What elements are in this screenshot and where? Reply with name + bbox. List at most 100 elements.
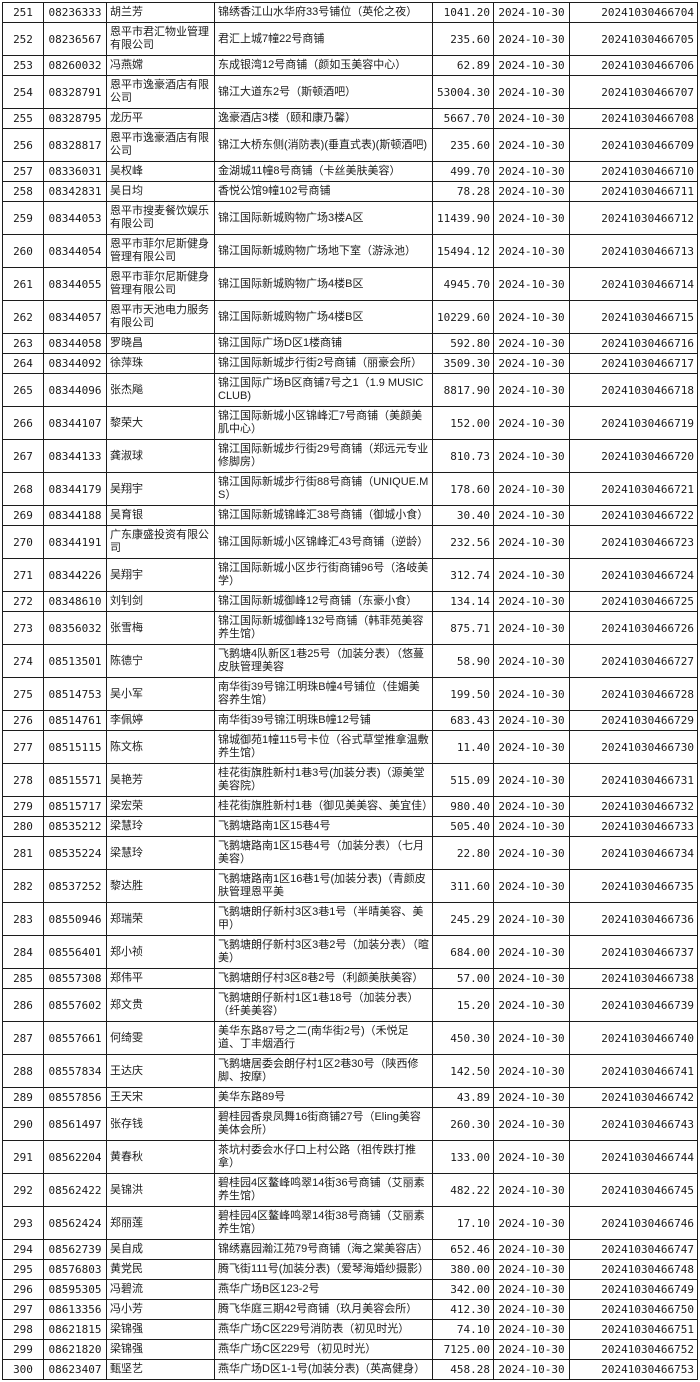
date-cell: 2024-10-30 (493, 181, 570, 202)
table-row: 295 08576803 黄党民 腾飞街111号(加装分表)（爱琴海婚纱摄影） 380.… (2, 1259, 698, 1280)
address-cell: 君汇上城7幢22号商铺 (214, 22, 433, 56)
table-row: 263 08344058 罗晓昌 锦江国际广场D区1楼商铺 592.80 2024-10-… (2, 333, 698, 354)
account-number-cell: 08356032 (43, 611, 107, 645)
address-cell: 锦江国际新城步行街29号商铺（郑远元专业修脚房） (214, 439, 433, 473)
customer-name-cell: 吴翔宇 (106, 472, 215, 506)
customer-name-cell: 张存钱 (106, 1107, 215, 1141)
amount-cell: 505.40 (432, 816, 494, 837)
amount-cell: 22.80 (432, 836, 494, 870)
row-number-cell: 263 (2, 333, 44, 354)
row-number-cell: 256 (2, 128, 44, 162)
row-number-cell: 280 (2, 816, 44, 837)
address-cell: 美华东路89号 (214, 1087, 433, 1108)
customer-name-cell: 恩平市逸豪酒店有限公司 (106, 128, 215, 162)
date-cell: 2024-10-30 (493, 1140, 570, 1174)
amount-cell: 53004.30 (432, 75, 494, 109)
amount-cell: 235.60 (432, 128, 494, 162)
address-cell: 桂花街旗胜新村1巷3号(加装分表)（源美堂美容院） (214, 763, 433, 797)
customer-name-cell: 黎达胜 (106, 869, 215, 903)
amount-cell: 152.00 (432, 406, 494, 440)
date-cell: 2024-10-30 (493, 1087, 570, 1108)
row-number-cell: 275 (2, 677, 44, 711)
account-number-cell: 08514761 (43, 710, 107, 731)
customer-name-cell: 梁锦强 (106, 1339, 215, 1360)
table-row: 251 08236333 胡兰芳 锦绣香江山水华府33号铺位（英伦之夜） 1041.20… (2, 2, 698, 23)
amount-cell: 875.71 (432, 611, 494, 645)
customer-name-cell: 梁慧玲 (106, 816, 215, 837)
row-number-cell: 289 (2, 1087, 44, 1108)
receipt-number-cell: 20241030466708 (569, 108, 698, 129)
date-cell: 2024-10-30 (493, 1021, 570, 1055)
amount-cell: 57.00 (432, 968, 494, 989)
date-cell: 2024-10-30 (493, 234, 570, 268)
account-number-cell: 08344058 (43, 333, 107, 354)
date-cell: 2024-10-30 (493, 796, 570, 817)
date-cell: 2024-10-30 (493, 505, 570, 526)
account-number-cell: 08535224 (43, 836, 107, 870)
date-cell: 2024-10-30 (493, 2, 570, 23)
table-row: 299 08621820 梁锦强 燕华广场C区229号（初见时光） 7125.00 202… (2, 1339, 698, 1360)
amount-cell: 5667.70 (432, 108, 494, 129)
table-row: 289 08557856 王天宋 美华东路89号 43.89 2024-10-30 2024… (2, 1087, 698, 1108)
account-number-cell: 08562424 (43, 1206, 107, 1240)
receipt-number-cell: 20241030466737 (569, 935, 698, 969)
date-cell: 2024-10-30 (493, 730, 570, 764)
amount-cell: 232.56 (432, 525, 494, 559)
row-number-cell: 272 (2, 591, 44, 612)
account-number-cell: 08557308 (43, 968, 107, 989)
customer-name-cell: 徐萍珠 (106, 353, 215, 374)
table-row: 288 08557834 王达庆 飞鹅塘居委会朗仔村1区2巷30号（陕西修脚、按摩） 1… (2, 1054, 698, 1088)
table-row: 267 08344133 龚淑球 锦江国际新城步行街29号商铺（郑远元专业修脚房） 81… (2, 439, 698, 473)
account-number-cell: 08621815 (43, 1319, 107, 1340)
customer-name-cell: 郑文贵 (106, 988, 215, 1022)
amount-cell: 8817.90 (432, 373, 494, 407)
account-number-cell: 08556401 (43, 935, 107, 969)
date-cell: 2024-10-30 (493, 75, 570, 109)
receipt-number-cell: 20241030466724 (569, 558, 698, 592)
address-cell: 碧桂园4区鳌峰鸣翠14街38号商铺（艾丽素养生馆） (214, 1206, 433, 1240)
date-cell: 2024-10-30 (493, 373, 570, 407)
account-number-cell: 08344092 (43, 353, 107, 374)
receipt-number-cell: 20241030466752 (569, 1339, 698, 1360)
account-number-cell: 08344107 (43, 406, 107, 440)
row-number-cell: 296 (2, 1279, 44, 1300)
date-cell: 2024-10-30 (493, 710, 570, 731)
receipt-number-cell: 20241030466714 (569, 267, 698, 301)
table-row: 252 08236567 恩平市君汇物业管理有限公司 君汇上城7幢22号商铺 235.6… (2, 22, 698, 56)
receipt-number-cell: 20241030466728 (569, 677, 698, 711)
table-row: 296 08595305 冯碧流 燕华广场B区123-2号 342.00 2024-10-… (2, 1279, 698, 1300)
date-cell: 2024-10-30 (493, 353, 570, 374)
address-cell: 锦江国际新城购物广场地下室（游泳池） (214, 234, 433, 268)
row-number-cell: 254 (2, 75, 44, 109)
amount-cell: 17.10 (432, 1206, 494, 1240)
amount-cell: 245.29 (432, 902, 494, 936)
account-number-cell: 08595305 (43, 1279, 107, 1300)
address-cell: 金湖城11幢8号商铺（卡丝美肤美容） (214, 161, 433, 182)
receipt-number-cell: 20241030466729 (569, 710, 698, 731)
customer-name-cell: 李佩婷 (106, 710, 215, 731)
table-row: 261 08344055 恩平市菲尔尼斯健身管理有限公司 锦江国际新城购物广场4楼B区… (2, 267, 698, 301)
row-number-cell: 273 (2, 611, 44, 645)
customer-name-cell: 陈文栋 (106, 730, 215, 764)
address-cell: 锦江国际新城步行街88号商铺（UNIQUE.MS） (214, 472, 433, 506)
table-row: 253 08260032 冯燕嫦 东成银湾12号商铺（颜如玉美容中心） 62.89 202… (2, 55, 698, 76)
row-number-cell: 265 (2, 373, 44, 407)
table-row: 274 08513501 陈德宁 飞鹅塘4队新区1巷25号（加装分表）（悠蔓皮肤管理美… (2, 644, 698, 678)
row-number-cell: 277 (2, 730, 44, 764)
row-number-cell: 298 (2, 1319, 44, 1340)
receipt-number-cell: 20241030466732 (569, 796, 698, 817)
date-cell: 2024-10-30 (493, 1299, 570, 1320)
address-cell: 飞鹅塘朗仔新村3区3巷1号（半晴美容、美甲） (214, 902, 433, 936)
address-cell: 燕华广场B区123-2号 (214, 1279, 433, 1300)
address-cell: 飞鹅塘朗仔村3区8巷2号（利颜美肤美容） (214, 968, 433, 989)
address-cell: 锦绣嘉园瀚江苑79号商铺（海之棠美容店） (214, 1239, 433, 1260)
row-number-cell: 292 (2, 1173, 44, 1207)
date-cell: 2024-10-30 (493, 525, 570, 559)
amount-cell: 980.40 (432, 796, 494, 817)
date-cell: 2024-10-30 (493, 128, 570, 162)
account-number-cell: 08260032 (43, 55, 107, 76)
row-number-cell: 290 (2, 1107, 44, 1141)
account-number-cell: 08537252 (43, 869, 107, 903)
table-row: 292 08562422 吴锦洪 碧桂园4区鳌峰鸣翠14街36号商铺（艾丽素养生馆） 4… (2, 1173, 698, 1207)
customer-name-cell: 龚淑球 (106, 439, 215, 473)
